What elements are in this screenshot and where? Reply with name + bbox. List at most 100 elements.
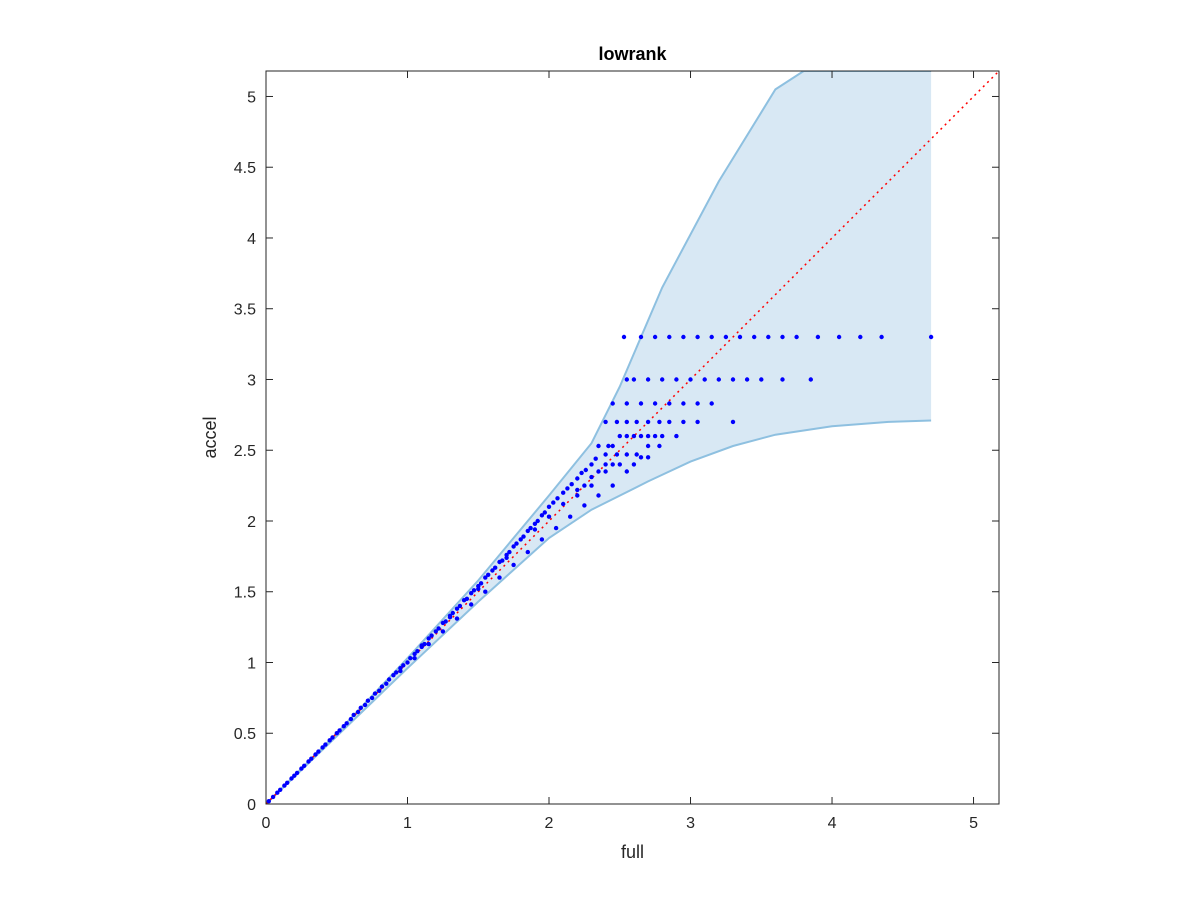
scatter-point — [709, 334, 714, 340]
chart-title: lowrank — [598, 44, 667, 64]
scatter-point — [652, 401, 658, 406]
scatter-point — [555, 496, 560, 501]
y-tick-label: 0.5 — [234, 726, 256, 743]
x-axis-label: full — [621, 842, 644, 862]
scatter-point — [539, 537, 545, 542]
scatter-point — [454, 606, 460, 611]
scatter-point — [525, 549, 530, 555]
scatter-point — [372, 691, 378, 696]
scatter-point — [589, 474, 594, 480]
scatter-point — [483, 575, 488, 580]
scatter-point — [469, 602, 474, 607]
scatter-point — [457, 603, 463, 609]
scatter-point — [614, 452, 620, 457]
scatter-point — [638, 433, 644, 439]
y-tick-label: 4 — [247, 231, 256, 248]
scatter-point — [433, 629, 438, 634]
scatter-point — [836, 334, 842, 340]
scatter-point — [645, 419, 651, 425]
scatter-point — [429, 633, 434, 638]
scatter-point — [610, 443, 615, 449]
scatter-point — [270, 794, 276, 800]
scatter-point — [323, 742, 328, 747]
scatter-point — [624, 433, 629, 439]
scatter-point — [780, 377, 785, 382]
scatter-point — [606, 443, 611, 449]
scatter-point — [469, 591, 474, 596]
scatter-point — [521, 534, 526, 539]
scatter-point — [539, 513, 545, 518]
plot-clip-group — [266, 71, 999, 804]
scatter-point — [419, 644, 424, 650]
scatter-point — [589, 462, 594, 467]
scatter-point — [575, 476, 580, 481]
scatter-point — [610, 483, 615, 488]
scatter-point — [569, 482, 574, 487]
scatter-point — [511, 562, 516, 568]
scatter-point — [744, 377, 750, 382]
scatter-point — [593, 456, 598, 461]
scatter-point — [695, 419, 700, 425]
y-tick-label: 4.5 — [234, 160, 256, 177]
scatter-point — [603, 462, 608, 467]
scatter-point — [443, 619, 448, 624]
scatter-point — [386, 677, 392, 682]
x-tick-label: 0 — [262, 815, 271, 832]
scatter-point — [337, 728, 342, 733]
scatter-point — [631, 462, 637, 467]
scatter-point — [532, 521, 538, 526]
axes-box — [265, 70, 1000, 805]
scatter-point — [384, 681, 389, 686]
scatter-point — [398, 668, 403, 674]
scatter-point — [412, 656, 417, 661]
y-tick-label: 3.5 — [234, 302, 256, 319]
scatter-point — [362, 702, 368, 708]
x-tick-label: 4 — [828, 815, 837, 832]
scatter-point — [450, 610, 455, 616]
y-tick-label: 5 — [247, 89, 256, 106]
y-axis-label: accel — [200, 416, 220, 458]
scatter-point — [440, 629, 446, 634]
scatter-point — [624, 377, 629, 382]
scatter-point — [603, 469, 608, 474]
scatter-point — [596, 493, 601, 498]
scatter-point — [532, 527, 538, 532]
scatter-point — [358, 705, 363, 710]
scatter-point — [309, 756, 314, 761]
scatter-point — [766, 334, 771, 340]
scatter-point — [638, 455, 644, 460]
scatter-point — [320, 745, 325, 750]
scatter-point — [302, 763, 307, 768]
scatter-point — [365, 698, 371, 703]
scatter-point — [327, 738, 332, 743]
scatter-point — [617, 462, 622, 467]
scatter-point — [815, 334, 821, 340]
scatter-point — [464, 596, 470, 601]
scatter-point — [681, 401, 686, 406]
scatter-point — [497, 575, 502, 580]
scatter-point — [551, 500, 556, 505]
y-tick-label: 0 — [247, 797, 256, 814]
scatter-point — [624, 452, 629, 457]
scatter-point — [422, 641, 427, 647]
scatter-point — [535, 518, 540, 524]
scatter-point — [716, 377, 721, 382]
scatter-point — [617, 433, 622, 439]
scatter-point — [667, 419, 672, 425]
scatter-point — [660, 433, 665, 439]
scatter-point — [266, 799, 271, 804]
scatter-point — [631, 433, 637, 439]
scatter-point — [546, 514, 552, 519]
scatter-point — [525, 528, 530, 534]
scatter-point — [401, 663, 406, 668]
y-tick-label: 2.5 — [234, 443, 256, 460]
scatter-point — [426, 641, 431, 647]
scatter-point — [289, 776, 294, 781]
y-tick-label: 2 — [247, 514, 256, 531]
scatter-point — [634, 419, 639, 425]
scatter-point — [695, 334, 700, 340]
scatter-point — [730, 377, 736, 382]
scatter-point — [645, 377, 651, 382]
scatter-point — [476, 586, 481, 592]
